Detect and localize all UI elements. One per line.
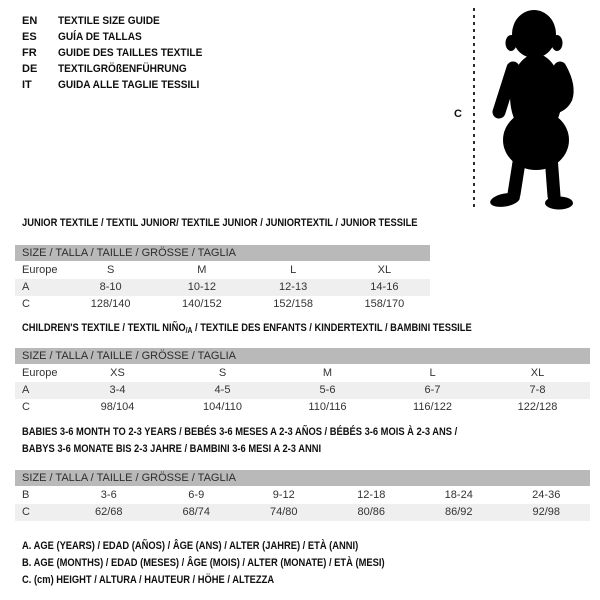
row-label: B — [22, 489, 30, 501]
table-cell: 110/116 — [308, 401, 347, 413]
height-dashed-line — [473, 8, 475, 208]
table-cell: 140/152 — [181, 298, 222, 310]
junior-table-title: JUNIOR TEXTILE / TEXTIL JUNIOR/ TEXTILE … — [22, 217, 418, 229]
table-cell: 5-6 — [319, 384, 336, 396]
table-cell: XL — [377, 264, 392, 276]
table-cell: S — [106, 264, 115, 276]
row-label: C — [22, 401, 30, 413]
children-table-body: Europe XS S M L XL A 3-4 4-5 5-6 6-7 7-8 C 98/104 104/… — [15, 365, 590, 416]
table-cell: 12-13 — [279, 281, 308, 293]
table-cell: 128/140 — [90, 298, 131, 310]
table-cell: 14-16 — [370, 281, 399, 293]
table-cell: 122/128 — [517, 401, 558, 413]
size-header-bar: SIZE / TALLA / TAILLE / GRÖSSE / TAGLIA — [15, 245, 430, 261]
table-cell: M — [197, 264, 207, 276]
table-cell: 92/98 — [532, 506, 561, 518]
table-cell: 74/80 — [269, 506, 298, 518]
footnote-a: A. AGE (YEARS) / EDAD (AÑOS) / ÂGE (ANS)… — [22, 540, 359, 552]
table-cell: 6-7 — [424, 384, 441, 396]
row-label: Europe — [22, 264, 58, 276]
children-table-title: CHILDREN'S TEXTILE / TEXTIL NIÑO/A / TEX… — [22, 322, 472, 337]
language-row: IT GUIDA ALLE TAGLIE TESSILI — [22, 77, 215, 93]
table-row: A 8-10 10-12 12-13 14-16 — [15, 279, 430, 296]
table-cell: XL — [530, 367, 545, 379]
language-title: GUÍA DE TALLAS — [58, 31, 142, 43]
table-cell: 86/92 — [444, 506, 473, 518]
table-row: B 3-6 6-9 9-12 12-18 18-24 24-36 — [15, 487, 590, 504]
table-row: Europe XS S M L XL — [15, 365, 590, 382]
table-cell: 24-36 — [532, 489, 561, 501]
children-title-sub: /A — [185, 326, 193, 335]
size-header-bar: SIZE / TALLA / TAILLE / GRÖSSE / TAGLIA — [15, 348, 590, 364]
junior-table-body: Europe S M L XL A 8-10 10-12 12-13 14-16 C 128/140 1… — [15, 262, 430, 313]
language-code: DE — [22, 63, 38, 75]
height-c-label: C — [454, 108, 462, 120]
table-cell: 104/110 — [203, 401, 242, 413]
language-code: EN — [22, 15, 38, 27]
junior-table: SIZE / TALLA / TAILLE / GRÖSSE / TAGLIA … — [15, 245, 430, 313]
row-label: C — [22, 506, 30, 518]
table-cell: S — [218, 367, 227, 379]
table-cell: 8-10 — [99, 281, 122, 293]
language-list: EN TEXTILE SIZE GUIDE ES GUÍA DE TALLAS … — [22, 13, 215, 93]
table-cell: 4-5 — [214, 384, 231, 396]
table-cell: 7-8 — [529, 384, 546, 396]
language-code: ES — [22, 31, 37, 43]
babies-table-title-line2: BABYS 3-6 MONATE BIS 2-3 JAHRE / BAMBINI… — [22, 443, 322, 455]
row-label: A — [22, 281, 30, 293]
children-title-post: / TEXTILE DES ENFANTS / KINDERTEXTIL / B… — [192, 322, 472, 334]
language-row: DE TEXTILGRÖßENFÜHRUNG — [22, 61, 215, 77]
language-code: IT — [22, 79, 32, 91]
table-cell: 12-18 — [357, 489, 386, 501]
babies-table-title-line1: BABIES 3-6 MONTH TO 2-3 YEARS / BEBÉS 3-… — [22, 426, 458, 438]
language-title: TEXTILGRÖßENFÜHRUNG — [58, 63, 187, 75]
baby-silhouette — [490, 10, 574, 210]
table-cell: 98/104 — [100, 401, 135, 413]
table-cell: 18-24 — [444, 489, 473, 501]
table-row: A 3-4 4-5 5-6 6-7 7-8 — [15, 382, 590, 399]
table-cell: 6-9 — [188, 489, 205, 501]
language-row: FR GUIDE DES TAILLES TEXTILE — [22, 45, 215, 61]
babies-table-body: B 3-6 6-9 9-12 12-18 18-24 24-36 C 62/68 68/74 74/… — [15, 487, 590, 521]
table-cell: 10-12 — [187, 281, 216, 293]
language-row: EN TEXTILE SIZE GUIDE — [22, 13, 215, 29]
language-title: GUIDE DES TAILLES TEXTILE — [58, 47, 203, 59]
children-title-pre: CHILDREN'S TEXTILE / TEXTIL NIÑO — [22, 322, 186, 334]
table-cell: 80/86 — [357, 506, 386, 518]
row-label: C — [22, 298, 30, 310]
table-cell: L — [429, 367, 436, 379]
table-cell: 152/158 — [273, 298, 313, 310]
table-cell: XS — [110, 367, 125, 379]
language-title: TEXTILE SIZE GUIDE — [58, 15, 160, 27]
table-cell: 116/122 — [413, 401, 452, 413]
footnote-c: C. (cm) HEIGHT / ALTURA / HAUTEUR / HÖHE… — [22, 574, 275, 586]
table-cell: M — [322, 367, 333, 379]
row-label: Europe — [22, 367, 58, 379]
table-cell: 3-4 — [109, 384, 126, 396]
size-header-bar: SIZE / TALLA / TAILLE / GRÖSSE / TAGLIA — [15, 470, 590, 486]
table-row: C 62/68 68/74 74/80 80/86 86/92 92/98 — [15, 504, 590, 521]
table-row: Europe S M L XL — [15, 262, 430, 279]
footnote-b: B. AGE (MONTHS) / EDAD (MESES) / ÂGE (MO… — [22, 557, 385, 569]
table-cell: 9-12 — [272, 489, 295, 501]
table-cell: 62/68 — [94, 506, 123, 518]
table-row: C 98/104 104/110 110/116 116/122 122/128 — [15, 399, 590, 416]
babies-table: SIZE / TALLA / TAILLE / GRÖSSE / TAGLIA … — [15, 470, 590, 521]
table-cell: 158/170 — [364, 298, 405, 310]
table-row: C 128/140 140/152 152/158 158/170 — [15, 296, 430, 313]
language-title: GUIDA ALLE TAGLIE TESSILI — [58, 79, 200, 91]
table-cell: 68/74 — [182, 506, 211, 518]
children-table: SIZE / TALLA / TAILLE / GRÖSSE / TAGLIA … — [15, 348, 590, 416]
table-cell: L — [290, 264, 297, 276]
language-code: FR — [22, 47, 37, 59]
language-row: ES GUÍA DE TALLAS — [22, 29, 215, 45]
row-label: A — [22, 384, 30, 396]
table-cell: 3-6 — [100, 489, 117, 501]
